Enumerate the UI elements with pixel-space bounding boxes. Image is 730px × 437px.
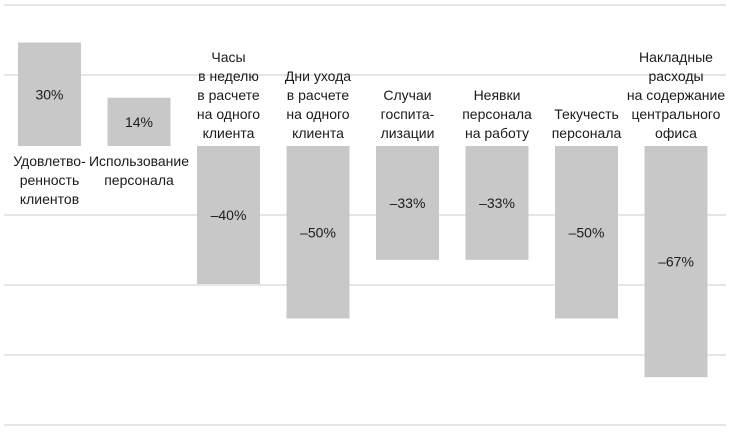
bar-layer [18,42,708,378]
data-label: –33% [479,195,515,211]
bar [644,146,708,378]
grid-layer [4,4,726,426]
category-label: Часы в неделю в расчете на одного клиента [197,49,260,141]
bar [376,146,439,260]
data-label: –67% [658,254,694,270]
category-label: Текучесть персонала [552,106,622,141]
bar [555,146,618,319]
bar [18,42,81,146]
data-label: –33% [390,195,426,211]
category-label: Удовлетво-ренность клиентов [13,153,86,207]
data-label: 14% [125,114,153,130]
category-label: Накладные расходы на содержание центральног… [627,49,725,141]
bar [465,146,529,260]
category-label: Неявки персонала на работу [462,87,532,141]
data-label: –50% [300,224,336,240]
label-layer: 30% Удовлетво-ренность клиентов 14% Использо… [13,49,725,270]
bar [286,146,350,319]
category-label: Дни ухода в расчете на одного клиента [285,68,351,141]
data-label: –40% [211,207,247,223]
data-label: –50% [569,224,605,240]
data-label: 30% [35,86,63,102]
bar [107,97,171,146]
category-label: Использование персонала [89,153,189,188]
category-label: Случаи госпита-лизации [381,87,435,141]
bar [197,146,260,284]
